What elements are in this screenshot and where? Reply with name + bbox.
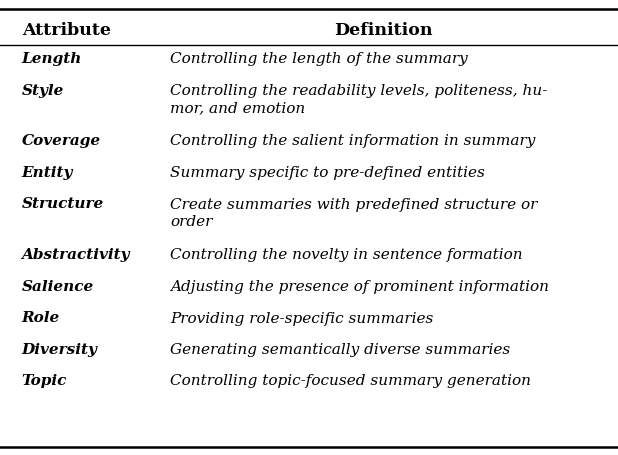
- Text: Structure: Structure: [22, 197, 104, 211]
- Text: Salience: Salience: [22, 279, 94, 293]
- Text: Adjusting the presence of prominent information: Adjusting the presence of prominent info…: [170, 279, 549, 293]
- Text: Create summaries with predefined structure or
order: Create summaries with predefined structu…: [170, 197, 537, 228]
- Text: Definition: Definition: [334, 22, 433, 39]
- Text: Entity: Entity: [22, 166, 73, 180]
- Text: Providing role-specific summaries: Providing role-specific summaries: [170, 311, 433, 325]
- Text: Coverage: Coverage: [22, 134, 101, 148]
- Text: Length: Length: [22, 52, 82, 66]
- Text: Summary specific to pre-defined entities: Summary specific to pre-defined entities: [170, 166, 485, 180]
- Text: Style: Style: [22, 83, 64, 97]
- Text: Abstractivity: Abstractivity: [22, 248, 130, 262]
- Text: Controlling the readability levels, politeness, hu-
mor, and emotion: Controlling the readability levels, poli…: [170, 83, 548, 115]
- Text: Generating semantically diverse summaries: Generating semantically diverse summarie…: [170, 342, 510, 356]
- Text: Controlling topic-focused summary generation: Controlling topic-focused summary genera…: [170, 374, 531, 388]
- Text: Diversity: Diversity: [22, 342, 98, 356]
- Text: Attribute: Attribute: [22, 22, 111, 39]
- Text: Role: Role: [22, 311, 60, 325]
- Text: Controlling the novelty in sentence formation: Controlling the novelty in sentence form…: [170, 248, 523, 262]
- Text: Topic: Topic: [22, 374, 67, 388]
- Text: Controlling the salient information in summary: Controlling the salient information in s…: [170, 134, 535, 148]
- Text: Controlling the length of the summary: Controlling the length of the summary: [170, 52, 468, 66]
